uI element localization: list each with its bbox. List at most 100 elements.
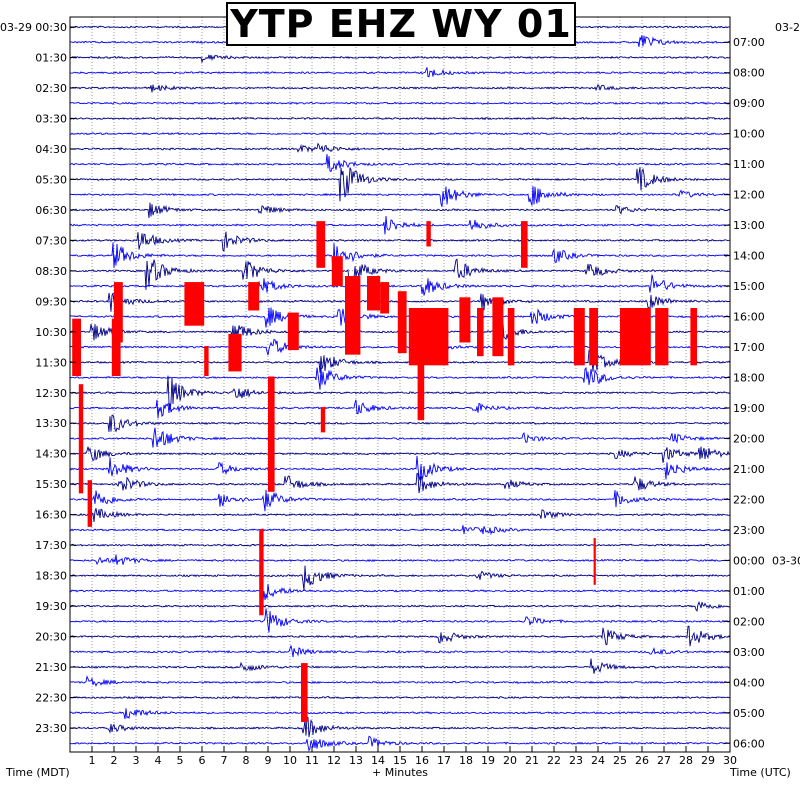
x-tick-label: 19 (481, 754, 495, 767)
clipped-signal-block (459, 297, 471, 343)
trace-row (69, 132, 731, 136)
left-tick-label: 11:30 (35, 356, 67, 369)
right-tick-label: 00:00 (733, 554, 765, 567)
x-tick-label: 17 (437, 754, 451, 767)
x-tick-label: 2 (111, 754, 118, 767)
x-tick-label: 26 (635, 754, 649, 767)
left-tick-label: 14:30 (35, 448, 67, 461)
trace-row (69, 645, 731, 658)
left-tick-label: 07:30 (35, 234, 67, 247)
trace-row (69, 658, 731, 674)
trace-row (69, 716, 731, 738)
right-tick-label: 12:00 (733, 189, 765, 202)
trace-row (69, 67, 731, 78)
left-tick-label: 05:30 (35, 173, 67, 186)
right-tick-label: 08:00 (733, 67, 765, 80)
clipped-signal-block (573, 307, 585, 366)
x-tick-label: 16 (415, 754, 429, 767)
right-tick-label: 11:00 (733, 158, 765, 171)
clipped-signal-block (477, 307, 484, 357)
clipped-signal-block (593, 538, 596, 585)
clipped-signal-block (417, 358, 425, 421)
x-tick-label: 6 (199, 754, 206, 767)
clipped-signal-block (301, 663, 308, 722)
trace-row (69, 565, 731, 592)
trace-row (69, 543, 731, 547)
left-tick-label: 10:30 (35, 326, 67, 339)
right-tick-label: 20:00 (733, 432, 765, 445)
clipped-signal-block (259, 528, 264, 616)
clipped-signal-block (111, 318, 121, 376)
left-tick-label: 01:30 (35, 51, 67, 64)
right-tick-label: 07:00 (733, 36, 765, 49)
left-tick-label: 08:30 (35, 265, 67, 278)
x-tick-label: 4 (155, 754, 162, 767)
trace-row (69, 695, 731, 700)
right-tick-label: 10:00 (733, 128, 765, 141)
clipped-signal-block (72, 318, 81, 376)
left-tick-label: 04:30 (35, 143, 67, 156)
clipped-signal-block (620, 307, 651, 366)
trace-row (69, 54, 731, 64)
clipped-signal-block (78, 384, 84, 494)
x-tick-label: 15 (393, 754, 407, 767)
right-tick-label: 03:00 (733, 646, 765, 659)
x-tick-label: 28 (679, 754, 693, 767)
left-tick-label: 19:30 (35, 600, 67, 613)
clipped-signal-block (397, 291, 407, 354)
right-tick-label: 16:00 (733, 311, 765, 324)
trace-row (69, 708, 731, 720)
trace-row (69, 366, 731, 390)
left-tick-label: 23:30 (35, 722, 67, 735)
left-axis-ticks: 00:30 01:30 02:30 03:30 04:30 05:30 06:30 07:30… (35, 21, 76, 735)
trace-row (69, 167, 730, 202)
trace-row (69, 375, 731, 410)
left-tick-label: 15:30 (35, 478, 67, 491)
x-tick-label: 11 (305, 754, 319, 767)
trace-row (69, 215, 731, 235)
trace-row (69, 242, 731, 275)
x-tick-label: 7 (221, 754, 228, 767)
left-tick-label: 21:30 (35, 661, 67, 674)
clipped-signal-block (248, 282, 260, 311)
right-tick-label: 22:00 (733, 493, 765, 506)
left-tick-label: 12:30 (35, 387, 67, 400)
clipped-signal-block (331, 256, 343, 287)
trace-row (69, 583, 731, 603)
trace-row (69, 625, 731, 647)
left-tick-label: 16:30 (35, 509, 67, 522)
left-tick-label: 00:30 (35, 21, 67, 34)
right-tick-label: 04:00 (733, 676, 765, 689)
clipped-signal-block (345, 275, 361, 355)
clipped-signal-block (114, 282, 123, 343)
left-tick-label: 18:30 (35, 570, 67, 583)
x-axis-ticks: 1 2 3 4 5 6 7 8 9 10 11 12 13 14 15 16 17 18 19 20 21 22 23 24 2… (89, 746, 737, 767)
x-tick-label: 1 (89, 754, 96, 767)
x-tick-label: 22 (547, 754, 561, 767)
clipped-signal-block (507, 307, 515, 366)
right-tick-label: 14:00 (733, 250, 765, 263)
x-tick-label: 18 (459, 754, 473, 767)
clipped-signal-block (492, 297, 504, 357)
clipped-signal-block (320, 407, 326, 433)
trace-group (69, 25, 731, 752)
x-tick-label: 8 (243, 754, 250, 767)
x-tick-label: 21 (525, 754, 539, 767)
station-title-box: YTP EHZ WY 01 (226, 2, 576, 46)
x-tick-label: 20 (503, 754, 517, 767)
clipped-signal-block (589, 307, 598, 366)
trace-row (69, 525, 731, 536)
clipped-signal-block (655, 307, 669, 366)
trace-row (69, 446, 731, 463)
x-tick-label: 13 (349, 754, 363, 767)
left-tick-label: 02:30 (35, 82, 67, 95)
right-tick-label: 19:00 (733, 402, 765, 415)
clipped-signal-block (521, 221, 528, 268)
clipped-signal-block (184, 282, 205, 326)
left-axis-label: Time (MDT) (5, 766, 70, 779)
trace-row (69, 735, 731, 752)
station-title: YTP EHZ WY 01 (230, 2, 572, 46)
clipped-signal-block (690, 307, 697, 366)
x-tick-label: 23 (569, 754, 583, 767)
